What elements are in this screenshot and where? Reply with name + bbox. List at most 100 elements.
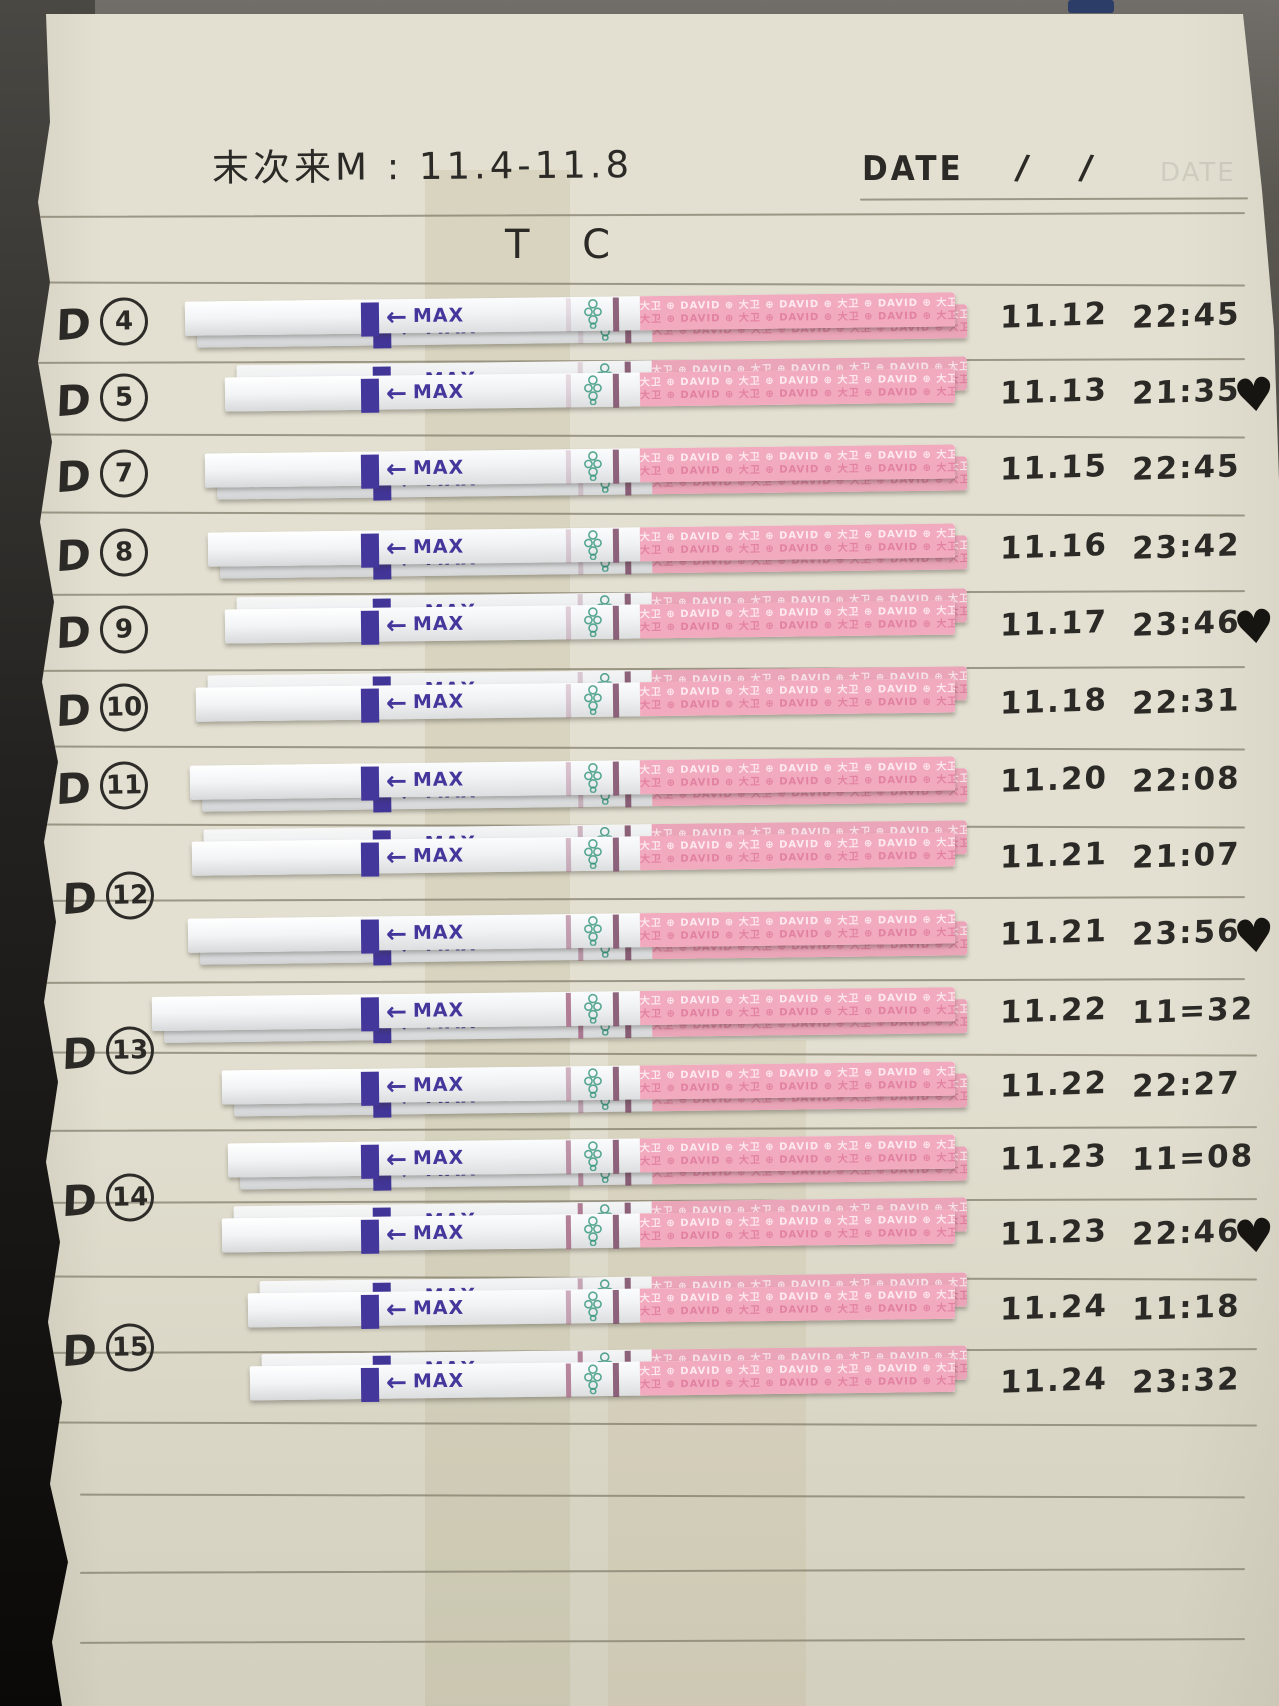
max-line-block [360, 1071, 380, 1106]
gap [571, 991, 581, 1025]
max-zone: ←MAX [379, 992, 506, 1028]
blue-object-edge [1068, 0, 1114, 13]
max-arrow-icon: ← [385, 995, 408, 1026]
lh-test-strip: ←MAX 大卫 ⊕ DAVID ⊕ 大卫 ⊕ DAVID ⊕ 大卫 ⊕ DAVID… [227, 1126, 970, 1191]
test-line [565, 1289, 572, 1325]
membrane-blank [506, 605, 566, 640]
max-label: MAX [412, 303, 465, 327]
lh-test-strip: ←MAX 大卫 ⊕ DAVID ⊕ 大卫 ⊕ DAVID ⊕ 大卫 ⊕ DAVID… [187, 901, 970, 966]
test-time: 11=32 [1131, 990, 1255, 1031]
page-title: 末次来M : 11.4-11.8 [211, 143, 634, 190]
gap [571, 373, 581, 407]
logo-zone [581, 605, 605, 639]
max-zone: ←MAX [379, 450, 506, 486]
max-zone: ←MAX [379, 683, 506, 719]
max-arrow-icon: ← [385, 377, 408, 407]
heart-mark: ♥ [1231, 1206, 1278, 1265]
logo-zone [581, 914, 605, 948]
max-zone: ←MAX [379, 374, 506, 410]
brand-pattern-text: 大卫 ⊕ DAVID ⊕ 大卫 ⊕ DAVID ⊕ 大卫 ⊕ DAVID ⊕ 大… [639, 1151, 956, 1168]
day-number-circle: 10 [99, 682, 149, 731]
test-strip-front: ← MAX 大卫 ⊕ DAVID ⊕ 大卫 ⊕ DAVID ⊕ 大卫 ⊕ DAVID… [221, 1061, 956, 1106]
green-knot-icon [584, 993, 602, 1024]
heart-mark: ♥ [1231, 365, 1278, 424]
logo-zone [581, 1213, 605, 1247]
max-label: MAX [412, 612, 465, 636]
day-label: D 13 [60, 1024, 155, 1079]
test-time: 23:56 [1131, 913, 1241, 953]
max-arrow-icon: ← [385, 1218, 408, 1248]
control-line [612, 1139, 620, 1174]
ruled-line [38, 896, 1246, 902]
membrane-blank [506, 991, 566, 1026]
gap [571, 1139, 581, 1173]
test-line [565, 762, 572, 797]
membrane-blank [506, 683, 566, 718]
day-label: D 15 [60, 1321, 155, 1376]
max-line-block [360, 1219, 380, 1254]
control-line [612, 914, 620, 949]
ruled-line [38, 1051, 1258, 1057]
test-strip-front: ← MAX 大卫 ⊕ DAVID ⊕ 大卫 ⊕ DAVID ⊕ 大卫 ⊕ DAVID… [227, 1134, 956, 1179]
test-strip-front: ← MAX 大卫 ⊕ DAVID ⊕ 大卫 ⊕ DAVID ⊕ 大卫 ⊕ DAVID… [247, 1284, 956, 1329]
control-line [612, 837, 620, 872]
logo-zone [581, 1065, 605, 1099]
control-line [612, 1214, 620, 1249]
day-label: D 7 [54, 447, 149, 502]
control-line [612, 296, 620, 332]
gap [619, 1288, 640, 1322]
green-knot-icon [584, 607, 602, 638]
day-letter: D [61, 1174, 98, 1227]
lh-test-strip: ←MAX 大卫 ⊕ DAVID ⊕ 大卫 ⊕ DAVID ⊕ 大卫 ⊕ DAVID… [151, 979, 970, 1043]
max-arrow-icon: ← [385, 765, 408, 795]
max-line-block [360, 1144, 380, 1179]
membrane-blank [506, 449, 566, 484]
day-letter: D [55, 684, 92, 736]
gap [619, 1213, 640, 1247]
green-knot-icon [584, 1363, 602, 1394]
strip-handle [224, 375, 362, 412]
max-line-block [360, 1294, 380, 1329]
test-strip-front: ← MAX 大卫 ⊕ DAVID ⊕ 大卫 ⊕ DAVID ⊕ 大卫 ⊕ DAVID… [249, 1357, 956, 1402]
gap [571, 1066, 581, 1100]
membrane-blank [506, 914, 566, 949]
logo-zone [581, 372, 605, 406]
membrane-blank [506, 373, 566, 408]
control-line [612, 1289, 620, 1324]
max-line-block [360, 1367, 380, 1402]
test-strip-front: ← MAX 大卫 ⊕ DAVID ⊕ 大卫 ⊕ DAVID ⊕ 大卫 ⊕ DAVID… [195, 677, 956, 723]
test-date: 11.23 [999, 1137, 1109, 1178]
test-line [565, 683, 572, 718]
max-arrow-icon: ← [385, 687, 408, 717]
test-line [565, 992, 572, 1027]
test-time: 23:46 [1131, 604, 1241, 644]
test-time: 11=08 [1131, 1137, 1255, 1179]
green-knot-icon [584, 374, 602, 405]
lh-test-strip: ←MAX 大卫 ⊕ DAVID ⊕ 大卫 ⊕ DAVID ⊕ 大卫 ⊕ DAVID… [191, 819, 970, 885]
green-knot-icon [584, 916, 602, 946]
test-time: 21:35 [1131, 371, 1241, 412]
test-line [565, 837, 572, 872]
day-letter: D [55, 450, 92, 503]
day-label: D 4 [54, 294, 149, 350]
date-header: DATE / / [862, 147, 1162, 189]
test-date: 11.24 [999, 1360, 1109, 1401]
gap [571, 761, 581, 795]
control-line [612, 683, 620, 718]
date-slash-2: / [1077, 147, 1096, 189]
logo-zone [581, 761, 605, 795]
green-knot-icon [584, 1067, 602, 1098]
test-line [565, 373, 572, 408]
gap [619, 372, 640, 406]
gap [571, 605, 581, 639]
logo-zone [581, 527, 605, 561]
control-line [612, 1362, 620, 1397]
test-time: 11:18 [1131, 1287, 1241, 1328]
green-knot-icon [584, 298, 602, 329]
membrane-blank [506, 1066, 566, 1101]
test-strip-front: ← MAX 大卫 ⊕ DAVID ⊕ 大卫 ⊕ DAVID ⊕ 大卫 ⊕ DAVID… [224, 368, 956, 413]
strip-handle [249, 1364, 362, 1400]
lh-test-strip: ←MAX 大卫 ⊕ DAVID ⊕ 大卫 ⊕ DAVID ⊕ 大卫 ⊕ DAVID… [184, 284, 970, 348]
